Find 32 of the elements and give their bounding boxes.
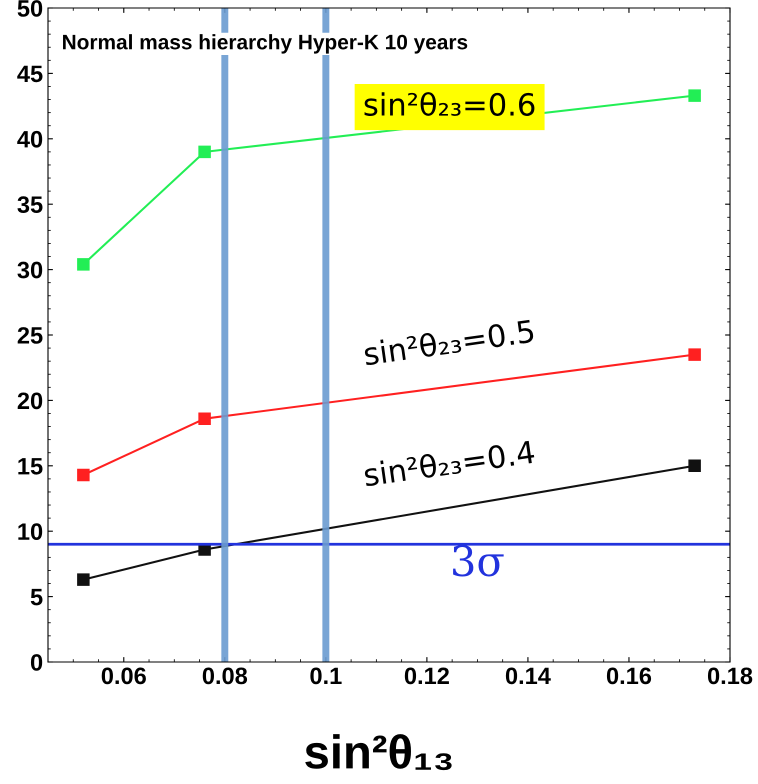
point bbox=[198, 412, 211, 425]
x-tick-label: 0.12 bbox=[404, 667, 449, 684]
x-tick-label: 0.08 bbox=[202, 667, 248, 684]
x-tick-label: 0.18 bbox=[708, 667, 752, 684]
x-tick-label: 0.1 bbox=[310, 667, 342, 684]
point bbox=[688, 460, 701, 472]
text: sin²θ₂₃=0.5 bbox=[363, 318, 534, 366]
y-tick-label: 25 bbox=[18, 327, 42, 344]
x-tick-label: 0.16 bbox=[606, 667, 652, 684]
point bbox=[77, 468, 90, 482]
y-tick-label: 5 bbox=[30, 588, 42, 606]
text: sin²θ₂₃=0.4 bbox=[363, 439, 536, 487]
ref-line-label: 3σ bbox=[453, 545, 504, 577]
point bbox=[198, 146, 211, 158]
x-tick-label: 0.06 bbox=[102, 667, 146, 684]
point bbox=[77, 573, 90, 586]
y-tick-label: 15 bbox=[18, 458, 42, 475]
y-tick-label: 40 bbox=[17, 130, 42, 148]
x-tick-label: 0.14 bbox=[506, 667, 551, 684]
x-axis-title: sin²θ₁₃ bbox=[305, 734, 452, 770]
y-tick-label: 35 bbox=[17, 196, 42, 214]
series-label: sin²θ₂₃=0.6 bbox=[364, 92, 534, 116]
y-tick-label: 50 bbox=[18, 0, 42, 17]
y-tick-label: 20 bbox=[18, 392, 42, 410]
point bbox=[77, 258, 90, 271]
text: Normal mass hierarchy Hyper-K 10 years bbox=[63, 34, 468, 54]
y-tick-label: 0 bbox=[30, 654, 42, 671]
point bbox=[688, 348, 701, 361]
y-tick-label: 10 bbox=[18, 523, 42, 540]
point bbox=[688, 89, 701, 102]
y-tick-label: 30 bbox=[17, 262, 42, 278]
y-tick-label: 45 bbox=[17, 66, 42, 82]
